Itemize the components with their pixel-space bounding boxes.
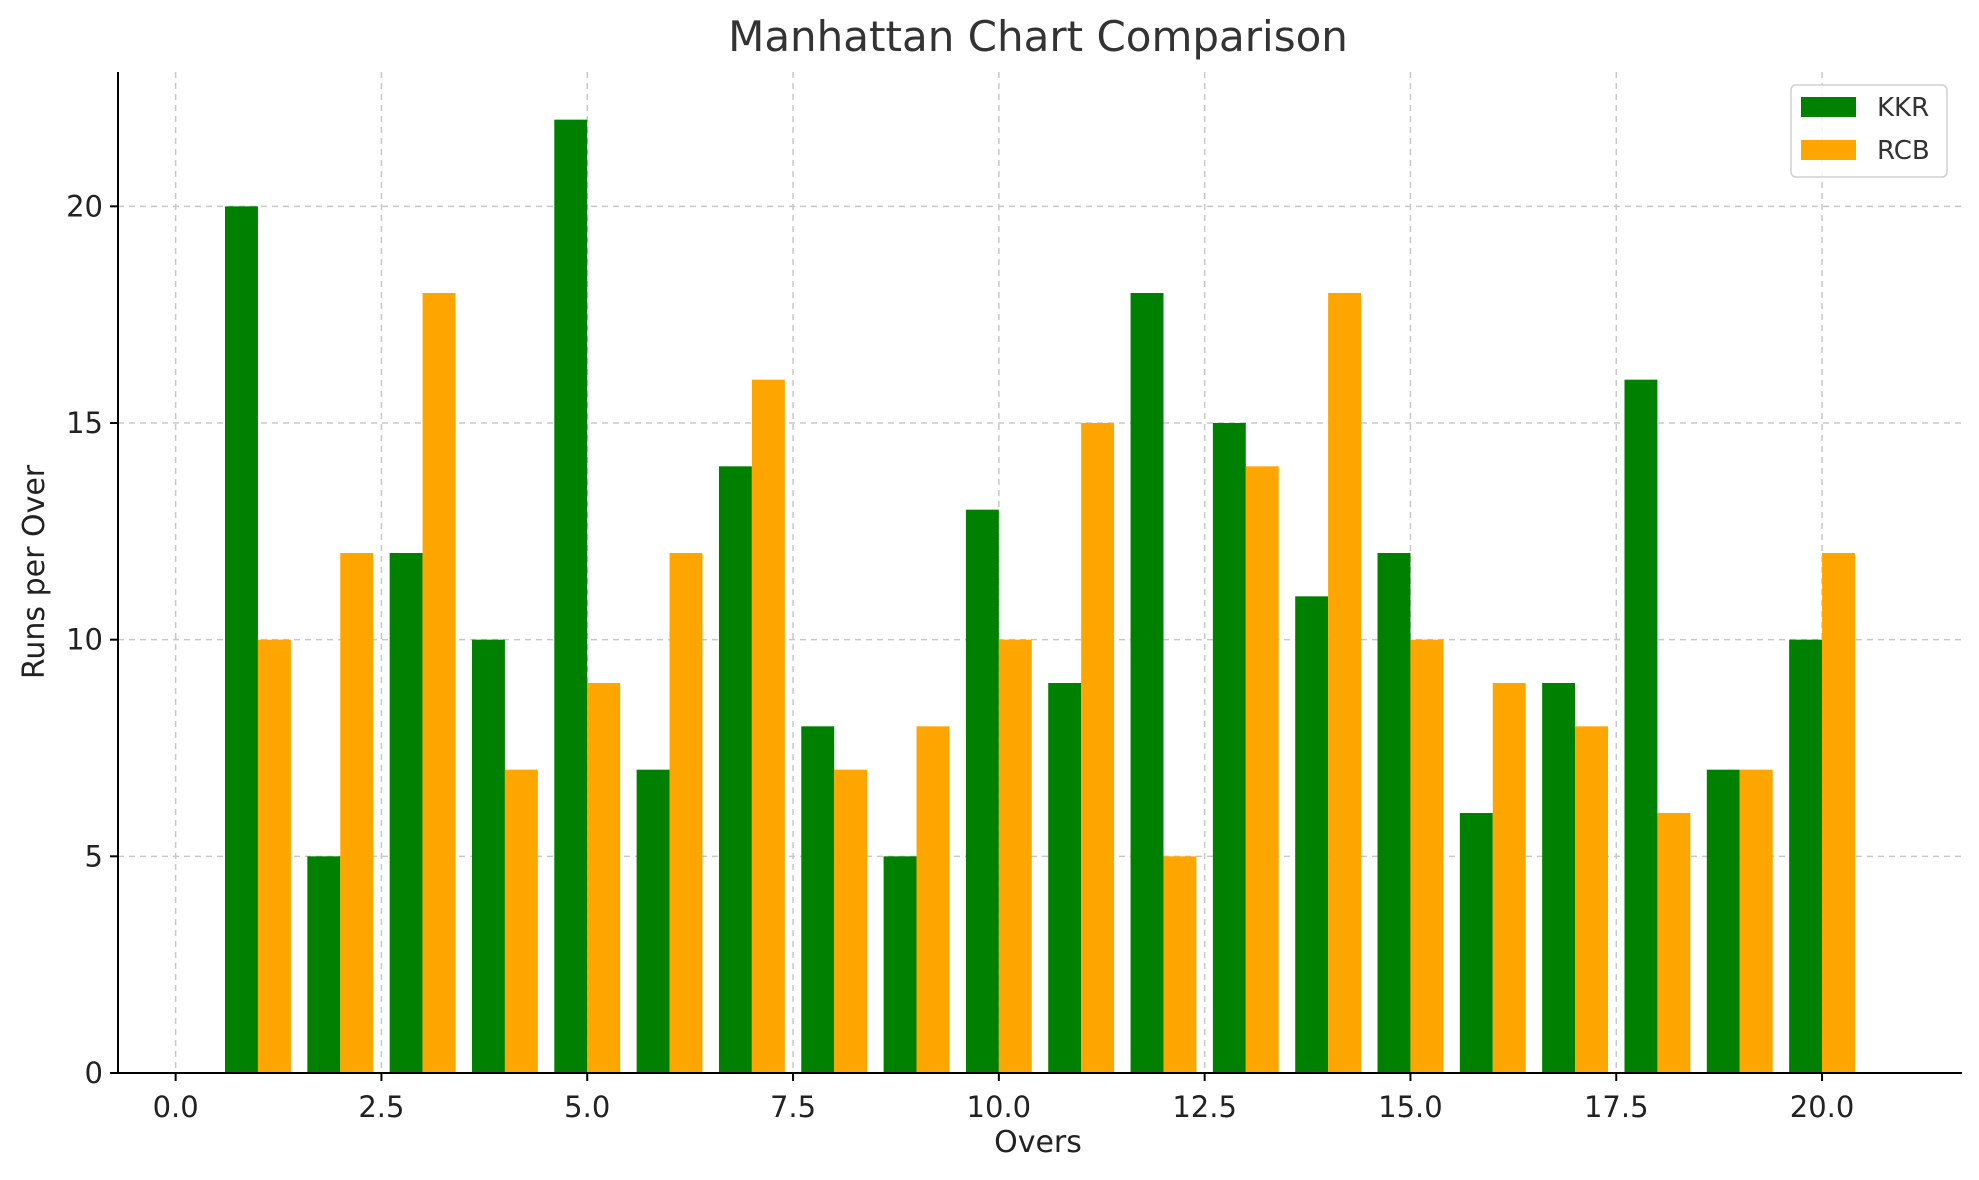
legend-label-kkr: KKR [1877, 93, 1929, 123]
x-tick-label: 0.0 [153, 1090, 199, 1124]
bar-rcb-over-14 [1328, 293, 1362, 1073]
bar-rcb-over-10 [998, 639, 1032, 1073]
bar-kkr-over-8 [801, 726, 835, 1073]
bar-kkr-over-1 [225, 206, 258, 1074]
bar-rcb-over-9 [916, 726, 950, 1073]
bar-rcb-over-1 [257, 639, 291, 1073]
bar-kkr-over-15 [1377, 553, 1411, 1073]
bar-rcb-over-15 [1410, 639, 1444, 1073]
bar-rcb-over-16 [1492, 683, 1526, 1073]
axes-layer [117, 72, 1962, 1074]
y-axis-label: Runs per Over [17, 464, 52, 679]
bar-kkr-over-16 [1459, 813, 1493, 1073]
ticks-layer: 0.0 2.5 5.0 7.5 10.0 12.5 15.0 17.5 20.0 0 5 10 15 20 [66, 189, 1854, 1124]
chart-title: Manhattan Chart Comparison [728, 12, 1348, 61]
x-tick-label: 15.0 [1378, 1090, 1443, 1124]
bar-kkr-over-14 [1295, 596, 1329, 1073]
bar-kkr-over-7 [718, 466, 752, 1073]
bar-kkr-over-10 [965, 509, 999, 1074]
bar-kkr-over-6 [636, 769, 670, 1073]
bar-rcb-over-5 [587, 683, 621, 1073]
legend: KKR RCB [1790, 84, 1948, 178]
y-tick-label: 10 [66, 623, 103, 657]
x-tick-label: 10.0 [967, 1090, 1032, 1124]
bar-kkr-over-4 [471, 639, 505, 1073]
y-tick-label: 0 [85, 1056, 103, 1090]
bar-kkr-over-2 [307, 856, 341, 1073]
bar-kkr-over-9 [883, 856, 917, 1073]
bar-kkr-over-13 [1212, 423, 1246, 1073]
bar-rcb-over-13 [1245, 466, 1279, 1073]
y-tick-label: 20 [66, 189, 103, 223]
bar-rcb-over-18 [1657, 813, 1691, 1073]
bar-kkr-over-18 [1624, 379, 1658, 1074]
bar-rcb-over-19 [1739, 769, 1773, 1073]
x-tick-label: 5.0 [564, 1090, 610, 1124]
x-tick-label: 20.0 [1790, 1090, 1855, 1124]
bar-rcb-over-6 [669, 553, 703, 1073]
x-tick-label: 12.5 [1172, 1090, 1237, 1124]
bar-rcb-over-20 [1822, 553, 1855, 1073]
x-axis-label: Overs [994, 1125, 1082, 1160]
bar-rcb-over-2 [340, 553, 374, 1073]
legend-label-rcb: RCB [1877, 136, 1930, 166]
bar-kkr-over-19 [1706, 769, 1740, 1073]
bar-rcb-over-4 [504, 769, 538, 1073]
bar-rcb-over-12 [1163, 856, 1197, 1073]
y-tick-label: 5 [85, 839, 103, 873]
bar-kkr-over-11 [1048, 683, 1082, 1073]
x-tick-label: 7.5 [770, 1090, 816, 1124]
bar-kkr-over-12 [1130, 293, 1164, 1073]
bar-kkr-over-17 [1542, 683, 1576, 1073]
bar-rcb-over-3 [422, 293, 456, 1073]
bar-kkr-over-20 [1789, 639, 1823, 1073]
bar-kkr-over-5 [554, 119, 588, 1073]
legend-swatch-kkr [1801, 97, 1856, 117]
x-tick-label: 2.5 [358, 1090, 404, 1124]
bar-rcb-over-8 [834, 769, 868, 1073]
legend-swatch-rcb [1801, 140, 1856, 160]
bar-rcb-over-17 [1575, 726, 1609, 1073]
y-tick-label: 15 [66, 406, 103, 440]
bar-rcb-over-11 [1081, 423, 1115, 1073]
bars-layer [225, 119, 1855, 1074]
x-tick-label: 17.5 [1584, 1090, 1649, 1124]
bar-kkr-over-3 [389, 553, 423, 1073]
bar-rcb-over-7 [751, 379, 785, 1074]
